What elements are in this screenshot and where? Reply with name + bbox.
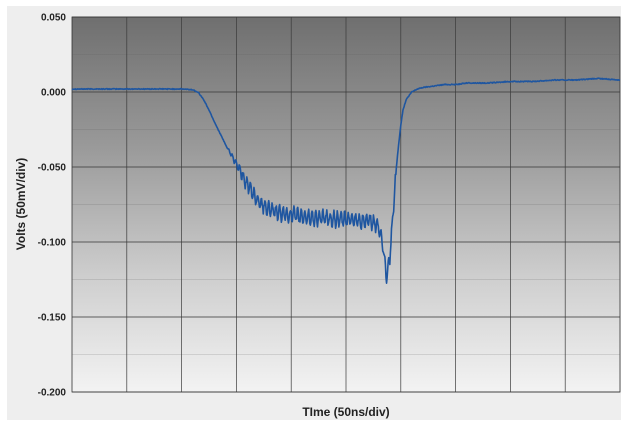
- y-tick-label: -0.050: [38, 163, 67, 174]
- x-axis-title: TIme (50ns/div): [302, 405, 389, 419]
- y-tick-label: 0.000: [41, 88, 66, 99]
- y-tick-label: -0.150: [38, 313, 67, 324]
- y-axis-title: Volts (50mV/div): [14, 158, 28, 250]
- y-tick-label: 0.050: [41, 13, 66, 24]
- y-tick-label: -0.100: [38, 238, 67, 249]
- voltage-trace: [71, 77, 621, 285]
- y-tick-label: -0.200: [38, 388, 67, 399]
- y-axis-ticks: 0.050 0.000 -0.050 -0.100 -0.150 -0.200: [38, 13, 67, 399]
